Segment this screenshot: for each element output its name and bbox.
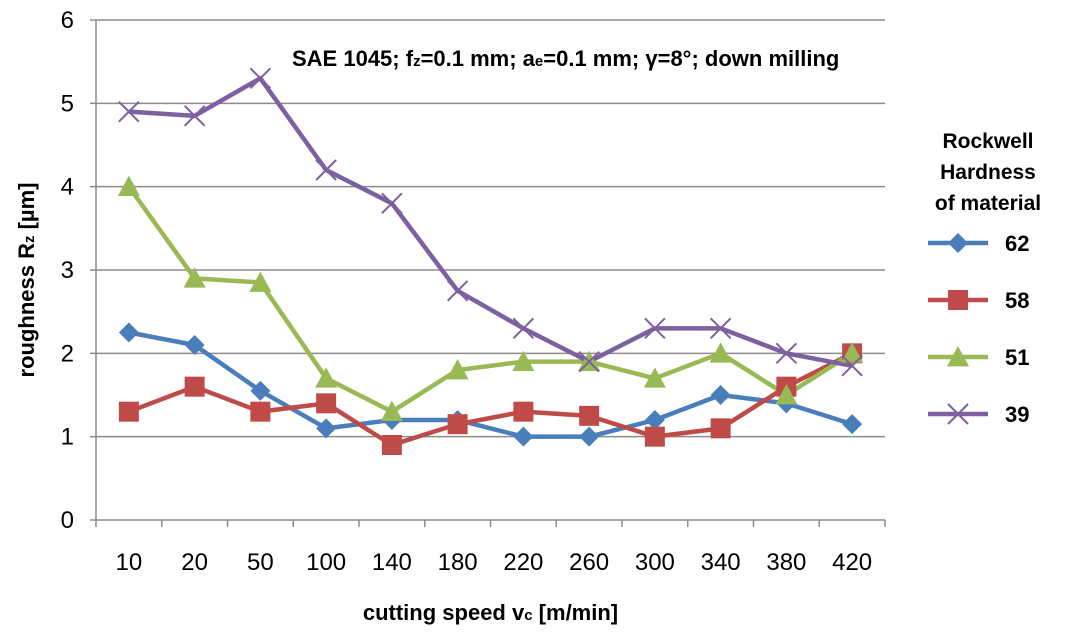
data-point-51: [380, 400, 403, 422]
x-tick-label: 380: [766, 549, 806, 576]
data-point-51: [841, 342, 864, 363]
data-point-58: [710, 418, 731, 439]
data-point-62: [118, 322, 139, 343]
data-point-58: [184, 376, 205, 397]
data-point-51: [709, 342, 732, 363]
data-point-58: [118, 401, 139, 422]
legend-label: 62: [1005, 231, 1029, 256]
x-tick-label: 50: [247, 549, 274, 576]
data-point-39: [775, 342, 798, 365]
data-point-62: [184, 335, 205, 355]
data-point-51: [249, 271, 272, 292]
legend-title: of material: [935, 192, 1041, 215]
legend-marker: [947, 346, 969, 367]
legend-title: Rockwell: [942, 130, 1033, 153]
series-line-62: [128, 330, 853, 439]
data-point-58: [644, 426, 665, 447]
data-point-62: [513, 426, 534, 447]
data-point-58: [381, 435, 402, 455]
y-tick-label: 2: [61, 340, 74, 367]
data-point-39: [118, 100, 140, 123]
y-tick-label: 3: [61, 257, 74, 284]
data-point-51: [643, 367, 666, 388]
x-tick-label: 300: [635, 549, 675, 576]
data-point-62: [644, 410, 665, 430]
series-lines: [127, 76, 854, 448]
data-point-62: [842, 414, 863, 435]
data-point-62: [710, 385, 731, 405]
legend-marker: [947, 403, 969, 425]
data-point-39: [183, 105, 206, 127]
series-markers: [117, 67, 864, 455]
legend-label: 39: [1005, 402, 1029, 427]
y-tick-label: 1: [61, 424, 74, 451]
y-tick-label: 0: [61, 507, 74, 534]
data-point-58: [316, 393, 337, 414]
x-tick-label: 420: [832, 549, 872, 576]
legend-marker: [948, 233, 968, 253]
data-point-51: [183, 267, 206, 288]
data-point-39: [249, 67, 272, 90]
x-tick-label: 20: [181, 549, 208, 576]
data-point-58: [447, 414, 468, 435]
data-point-58: [250, 401, 271, 422]
y-axis-title: roughness Rz [µm]: [14, 183, 39, 378]
legend-label: 58: [1005, 288, 1029, 313]
data-point-39: [446, 280, 469, 302]
data-point-39: [841, 355, 863, 377]
x-axis-title: cutting speed vc [m/min]: [363, 600, 618, 625]
data-point-39: [315, 159, 337, 181]
data-point-62: [316, 418, 337, 439]
data-point-62: [250, 380, 271, 401]
x-tick-label: 10: [116, 549, 143, 576]
data-point-39: [512, 317, 535, 340]
y-tick-label: 4: [61, 174, 74, 201]
data-point-39: [709, 317, 732, 340]
data-point-51: [315, 367, 338, 388]
legend-label: 51: [1005, 345, 1029, 370]
data-point-51: [775, 384, 798, 405]
data-point-58: [513, 401, 534, 422]
gridlines: [96, 19, 885, 438]
x-tick-label: 260: [569, 549, 609, 576]
x-tick-label: 220: [503, 549, 543, 576]
x-tick-label: 100: [306, 549, 346, 576]
series-line-51: [127, 185, 854, 414]
series-line-39: [128, 76, 853, 369]
x-tick-label: 180: [438, 549, 478, 576]
data-point-39: [381, 192, 403, 215]
data-point-51: [117, 175, 140, 197]
data-point-39: [644, 317, 666, 340]
chart-annotation: SAE 1045; fz=0.1 mm; ae=0.1 mm; γ=8°; do…: [292, 46, 839, 71]
y-tick-label: 5: [61, 90, 74, 117]
data-point-51: [512, 350, 535, 372]
data-point-58: [579, 405, 600, 426]
y-tick-label: 6: [61, 7, 74, 34]
tick-labels: 0 1 2 3 4 5 6 10 20 50 100 140 180 220 260 300 340 380 420: [61, 7, 873, 576]
data-point-62: [579, 426, 600, 447]
axes: [90, 19, 886, 527]
legend: Rockwell Hardness of material 62 58 51 39: [928, 130, 1041, 427]
series-line-58: [128, 351, 854, 448]
data-point-51: [446, 359, 469, 380]
legend-title: Hardness: [940, 161, 1036, 184]
data-point-39: [578, 350, 600, 373]
x-tick-label: 340: [701, 549, 741, 576]
legend-marker: [948, 290, 968, 310]
x-tick-label: 140: [372, 549, 412, 576]
